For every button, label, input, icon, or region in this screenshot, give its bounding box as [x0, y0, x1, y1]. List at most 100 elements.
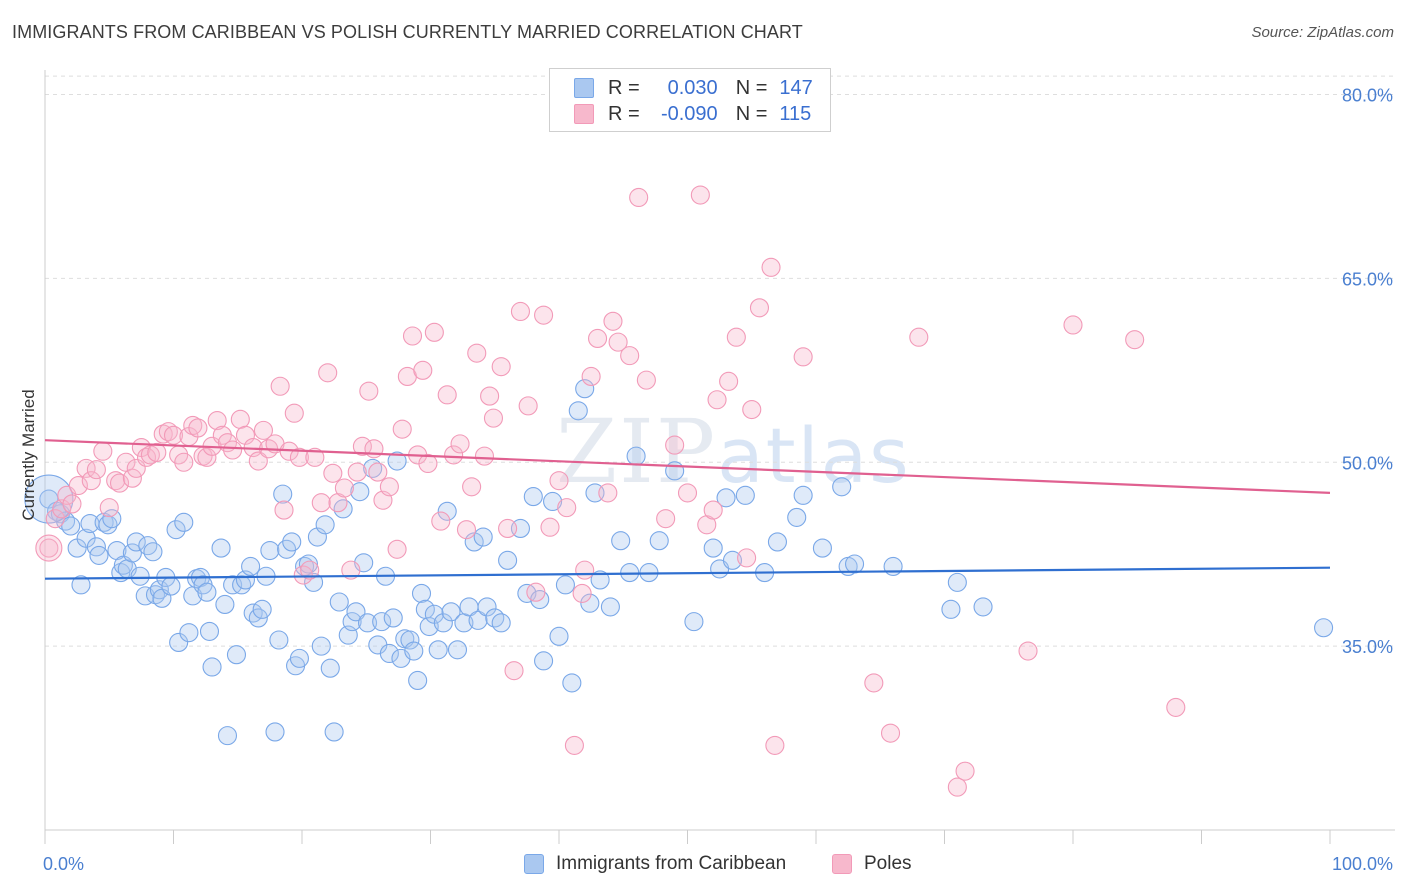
- caribbean-point: [722, 550, 743, 570]
- caribbean-point: [169, 632, 189, 653]
- poles-point: [462, 477, 482, 497]
- x-tick-label: 100.0%: [1332, 854, 1393, 874]
- poles-point: [153, 424, 173, 444]
- legend-row-caribbean: R = 0.030 N = 147: [574, 76, 813, 100]
- poles-point: [742, 399, 762, 420]
- axis-labels: 35.0% 50.0% 65.0% 80.0% 0.0% 100.0% Currently …: [19, 86, 1393, 874]
- source-label: Source: ZipAtlas.com: [1251, 24, 1394, 41]
- bottom-legend-poles: Poles: [832, 852, 912, 876]
- poles-point: [491, 357, 511, 377]
- caribbean-point: [122, 543, 142, 563]
- caribbean-point: [241, 556, 261, 577]
- poles-point: [248, 451, 268, 471]
- caribbean-point: [379, 643, 399, 664]
- caribbean-point: [307, 527, 327, 547]
- y-tick-label: 80.0%: [1342, 86, 1393, 106]
- y-tick-label: 50.0%: [1342, 453, 1393, 473]
- chart-title: IMMIGRANTS FROM CARIBBEAN VS POLISH CURR…: [12, 22, 803, 42]
- poles-point: [284, 403, 304, 423]
- poles-point: [564, 735, 584, 755]
- legend-r-value: -0.090: [660, 102, 718, 125]
- axes: [44, 70, 1395, 844]
- poles-point: [636, 370, 656, 390]
- caribbean-point: [135, 586, 155, 606]
- caribbean-point: [324, 722, 344, 742]
- caribbean-point: [793, 485, 813, 505]
- poles-point: [483, 408, 504, 428]
- poles-point: [122, 468, 142, 488]
- caribbean-point: [549, 626, 569, 646]
- poles-point: [703, 500, 723, 520]
- poles-point: [352, 436, 372, 456]
- caribbean-point: [485, 608, 505, 628]
- poles-point: [39, 538, 59, 558]
- poles-point: [188, 418, 208, 438]
- legend-r-value: 0.030: [667, 76, 718, 99]
- poles-point: [158, 422, 178, 442]
- poles-point: [230, 409, 250, 429]
- caribbean-point: [665, 461, 685, 481]
- poles-points: [35, 103, 1186, 797]
- caribbean-point: [408, 670, 428, 691]
- poles-point: [424, 322, 444, 342]
- poles-point: [235, 425, 256, 445]
- poles-point: [347, 462, 367, 482]
- caribbean-point: [102, 509, 122, 529]
- legend-r-label: R =: [608, 76, 640, 99]
- poles-point: [450, 434, 470, 454]
- caribbean-point: [315, 515, 335, 535]
- caribbean-point: [947, 572, 967, 592]
- poles-point: [549, 471, 569, 491]
- caribbean-point: [498, 550, 518, 570]
- caribbean-point: [437, 501, 457, 521]
- poles-point: [955, 761, 975, 781]
- poles-point: [656, 509, 676, 529]
- bottom-legend-swatch-caribbean: [524, 854, 544, 874]
- caribbean-point: [143, 542, 163, 562]
- legend-swatch-caribbean: [574, 78, 594, 98]
- y-tick-label: 65.0%: [1342, 269, 1393, 289]
- bottom-legend-caribbean: Immigrants from Caribbean: [524, 852, 786, 876]
- caribbean-point: [346, 602, 366, 622]
- poles-point: [880, 723, 901, 743]
- caribbean-point: [441, 602, 461, 622]
- poles-point: [603, 311, 623, 331]
- caribbean-point: [491, 613, 511, 633]
- caribbean-point: [298, 554, 318, 574]
- poles-point: [793, 347, 813, 367]
- poles-point: [62, 494, 82, 514]
- caribbean-point: [320, 658, 340, 678]
- poles-point: [456, 520, 477, 540]
- caribbean-point: [329, 592, 349, 612]
- poles-point: [620, 346, 640, 366]
- poles-point: [765, 735, 785, 755]
- poles-point: [207, 411, 227, 431]
- poles-point: [737, 548, 757, 568]
- caribbean-point: [179, 623, 199, 643]
- caribbean-point: [217, 726, 238, 746]
- caribbean-point: [273, 484, 293, 504]
- caribbean-point: [735, 485, 755, 505]
- caribbean-point: [568, 401, 588, 421]
- caribbean-point: [543, 491, 563, 512]
- caribbean-point: [767, 532, 788, 552]
- poles-point: [540, 517, 560, 537]
- caribbean-point: [580, 593, 600, 613]
- poles-point: [334, 478, 354, 498]
- caribbean-point: [161, 576, 181, 596]
- caribbean-point: [71, 575, 91, 595]
- caribbean-point: [626, 446, 646, 466]
- poles-point: [1125, 330, 1145, 350]
- poles-point: [587, 328, 608, 349]
- legend-swatch-poles: [574, 104, 594, 124]
- poles-point: [480, 386, 500, 406]
- poles-point: [557, 498, 577, 518]
- caribbean-point: [404, 641, 424, 661]
- poles-point: [526, 582, 546, 602]
- caribbean-point: [523, 487, 543, 507]
- caribbean-point: [138, 536, 158, 556]
- legend-n-value: 147: [779, 76, 813, 99]
- caribbean-point: [844, 554, 865, 574]
- poles-point: [318, 363, 338, 383]
